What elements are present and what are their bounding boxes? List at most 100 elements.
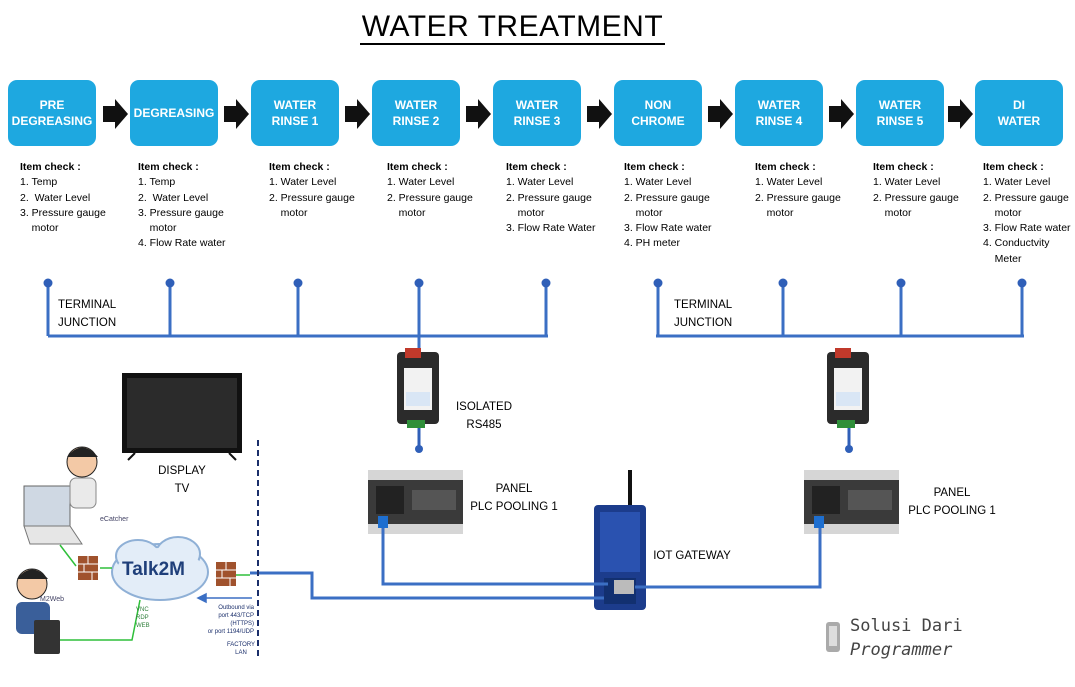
flow-arrows [103,99,973,129]
arrow-icon [587,99,612,129]
check-item: motor [983,206,1022,219]
item-check-heading: Item check : [269,161,330,173]
check-item: 3. Flow Rate Water [506,222,596,235]
arrow-icon [103,99,128,129]
check-item: Meter [983,252,1022,265]
outbound-arrow [196,592,252,604]
stage-water-rinse-3: WATER RINSE 3 [493,80,581,146]
vnc-label: VNC RDP WEB [136,607,150,629]
check-item: 1. Water Level [624,176,692,189]
checks-pre-degreasing: Item check : 1. Temp 2. Water Level 3. P… [20,160,140,236]
checks-water-rinse-5: Item check : 1. Water Level 2. Pressure … [873,160,993,221]
checks-water-rinse-1: Item check : 1. Water Level 2. Pressure … [269,160,389,221]
sensor-nodes [43,278,1027,288]
panel-plc-left-label: PANEL PLC POOLING 1 [470,483,558,513]
stage-water-rinse-4: WATER RINSE 4 [735,80,823,146]
check-item: 3. Pressure gauge [138,206,224,219]
plc-panel-right [804,470,899,534]
stage-water-rinse-1: WATER RINSE 1 [251,80,339,146]
check-item: 1. Temp [20,176,58,189]
terminal-junction-right: TERMINAL JUNCTION [674,299,733,329]
stage-non-chrome: NON CHROME [614,80,702,146]
check-item: 1. Water Level [269,176,337,189]
iot-gateway-device [594,470,646,610]
checks-non-chrome: Item check : 1. Water Level 2. Pressure … [624,160,744,252]
item-check-heading: Item check : [506,161,567,173]
check-item: 2. Pressure gauge [755,191,841,204]
tablet-user-icon [16,568,60,654]
watermark: Solusi Dari Programmer [850,614,963,662]
check-item: motor [755,206,794,219]
m2web-label: M2Web [40,596,64,603]
outbound-label: Outbound via port 443/TCP (HTTPS) or por… [207,605,254,635]
ecatcher-label: eCatcher [100,516,129,523]
terminal-bus-right [656,283,1024,338]
isolated-rs485-label: ISOLATED RS485 [455,401,513,431]
check-item: 4. Conductvity [983,237,1050,250]
arrow-icon [466,99,491,129]
check-item: 2. Pressure gauge [387,191,473,204]
check-item: 2. Pressure gauge [506,191,592,204]
display-tv-icon [122,373,242,461]
check-item: 2. Pressure gauge [983,191,1069,204]
item-check-heading: Item check : [873,161,934,173]
network-cables [250,528,822,600]
watermark-line-1: Solusi Dari [850,616,963,636]
checks-water-rinse-2: Item check : 1. Water Level 2. Pressure … [387,160,507,221]
check-item: 1. Temp [138,176,176,189]
check-item: 1. Water Level [983,176,1051,189]
panel-plc-right-label: PANEL PLC POOLING 1 [908,487,996,517]
watermark-line-2: Programmer [850,640,953,660]
check-item: 1. Water Level [755,176,823,189]
terminal-bus-left [46,283,548,352]
checks-di-water: Item check : 1. Water Level 2. Pressure … [983,160,1075,267]
arrow-icon [829,99,854,129]
check-item: 1. Water Level [506,176,574,189]
check-item: 2. Water Level [138,191,209,204]
title-text: WATER TREATMENT [359,10,666,45]
check-item: motor [138,222,177,235]
check-item: motor [20,222,59,235]
check-item: motor [269,206,308,219]
check-item: motor [387,206,426,219]
laptop-user-icon [23,446,98,545]
arrow-icon [948,99,973,129]
arrow-icon [345,99,370,129]
check-item: motor [624,206,663,219]
talk2m-label: Talk2M [122,559,186,580]
terminal-junction-left: TERMINAL JUNCTION [58,299,117,329]
item-check-heading: Item check : [387,161,448,173]
check-item: 3. Flow Rate water [983,222,1071,235]
check-item: 1. Water Level [873,176,941,189]
stage-water-rinse-2: WATER RINSE 2 [372,80,460,146]
check-item: motor [873,206,912,219]
vpn-links [59,544,250,641]
check-item: 2. Pressure gauge [269,191,355,204]
check-item: 2. Pressure gauge [624,191,710,204]
arrow-icon [708,99,733,129]
check-item: 3. Flow Rate water [624,222,712,235]
check-item: 2. Water Level [20,191,91,204]
check-item: 2. Pressure gauge [873,191,959,204]
check-item: 1. Water Level [387,176,455,189]
firewall-icon [78,556,236,586]
checks-water-rinse-4: Item check : 1. Water Level 2. Pressure … [755,160,875,221]
display-tv-label: DISPLAY TV [158,465,206,495]
check-item: 3. Pressure gauge [20,206,106,219]
stage-pre-degreasing: PRE DEGREASING [8,80,96,146]
checks-water-rinse-3: Item check : 1. Water Level 2. Pressure … [506,160,626,236]
item-check-heading: Item check : [755,161,816,173]
item-check-heading: Item check : [20,161,81,173]
item-check-heading: Item check : [624,161,685,173]
talk2m-cloud-icon [111,536,209,601]
isolated-rs485-module-left [397,348,439,453]
plc-panel-left [368,470,463,534]
checks-degreasing: Item check : 1. Temp 2. Water Level 3. P… [138,160,258,252]
iot-gateway-label: IOT GATEWAY [653,550,731,562]
stage-di-water: DI WATER [975,80,1063,146]
diagram-title: WATER TREATMENT [0,10,1025,45]
check-item: 4. PH meter [624,237,681,250]
watermark-logo-icon [826,622,840,652]
item-check-heading: Item check : [983,161,1044,173]
